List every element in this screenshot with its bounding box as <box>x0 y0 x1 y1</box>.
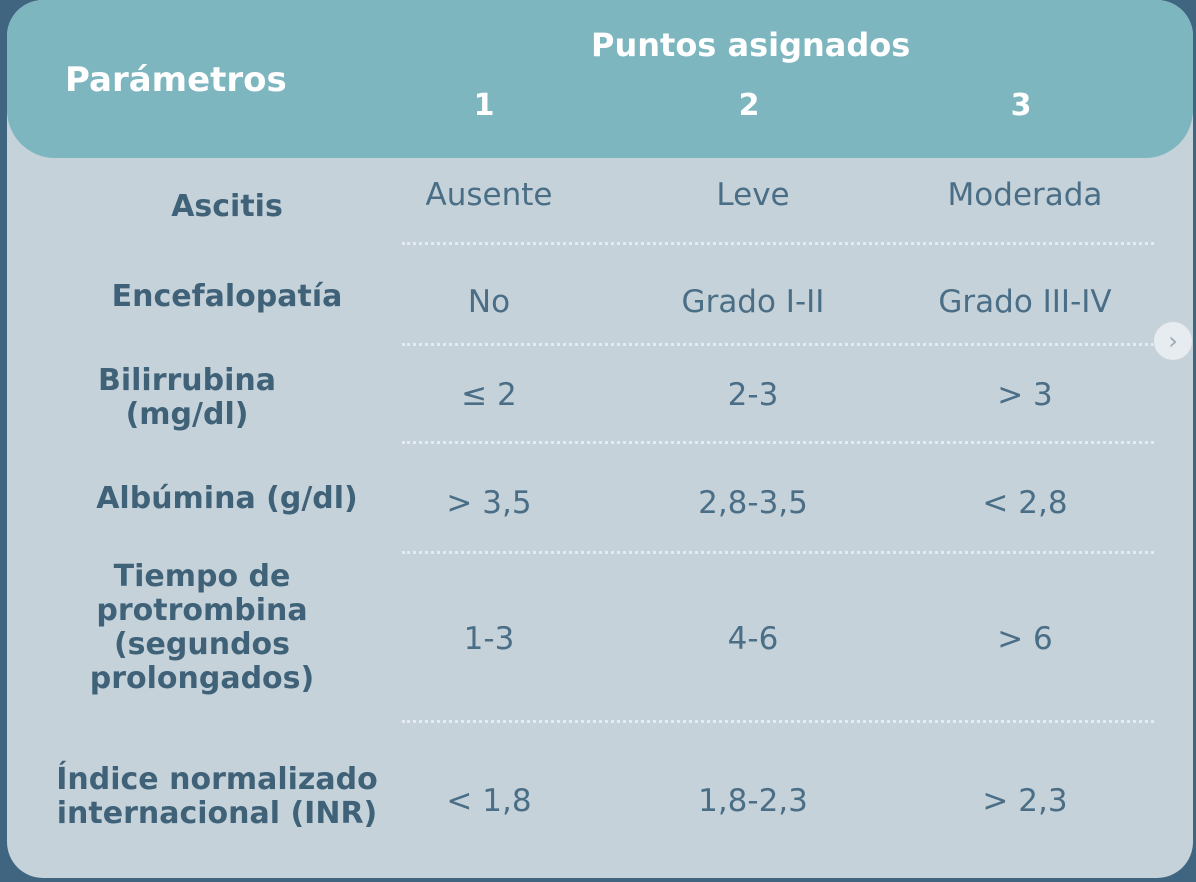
albumina-value-1: > 3,5 <box>446 485 532 521</box>
bilirrubina-value-1: ≤ 2 <box>461 377 517 413</box>
protrombina-value-3: > 6 <box>997 621 1053 657</box>
points-column-1: 1 <box>473 88 495 123</box>
chevron-right-icon: › <box>1168 327 1178 355</box>
param-ascitis: Ascitis <box>171 189 283 224</box>
albumina-value-2: 2,8-3,5 <box>698 485 808 521</box>
param-inr: Índice normalizado internacional (INR) <box>56 762 378 831</box>
bilirrubina-value-2: 2-3 <box>727 377 779 413</box>
encefalopatia-value-3: Grado III-IV <box>938 284 1112 320</box>
points-table-card: Parámetros Puntos asignados 1 2 3 Asciti… <box>7 0 1193 878</box>
param-albumina: Albúmina (g/dl) <box>96 481 358 516</box>
next-slide-button[interactable]: › <box>1153 321 1193 361</box>
encefalopatia-value-1: No <box>467 284 511 320</box>
row-divider <box>402 343 1154 346</box>
bilirrubina-value-3: > 3 <box>997 377 1053 413</box>
param-encefalopatia: Encefalopatía <box>111 279 343 314</box>
ascitis-value-1: Ausente <box>425 177 553 213</box>
ascitis-value-2: Leve <box>716 177 790 213</box>
table-header: Parámetros Puntos asignados 1 2 3 <box>7 0 1193 158</box>
points-header: Puntos asignados <box>591 26 911 64</box>
ascitis-value-3: Moderada <box>947 177 1103 213</box>
param-bilirrubina: Bilirrubina (mg/dl) <box>97 363 277 432</box>
inr-value-2: 1,8-2,3 <box>698 783 808 819</box>
params-header: Parámetros <box>65 60 287 100</box>
row-divider <box>402 720 1154 723</box>
protrombina-value-2: 4-6 <box>727 621 779 657</box>
inr-value-3: > 2,3 <box>982 783 1068 819</box>
encefalopatia-value-2: Grado I-II <box>681 284 825 320</box>
row-divider <box>402 551 1154 554</box>
row-divider <box>402 441 1154 444</box>
protrombina-value-1: 1-3 <box>463 621 515 657</box>
row-divider <box>402 242 1154 245</box>
points-column-3: 3 <box>1010 88 1032 123</box>
inr-value-1: < 1,8 <box>446 783 532 819</box>
albumina-value-3: < 2,8 <box>982 485 1068 521</box>
points-column-2: 2 <box>738 88 760 123</box>
param-tiempo-protrombina: Tiempo de protrombina (segundos prolonga… <box>89 559 315 696</box>
